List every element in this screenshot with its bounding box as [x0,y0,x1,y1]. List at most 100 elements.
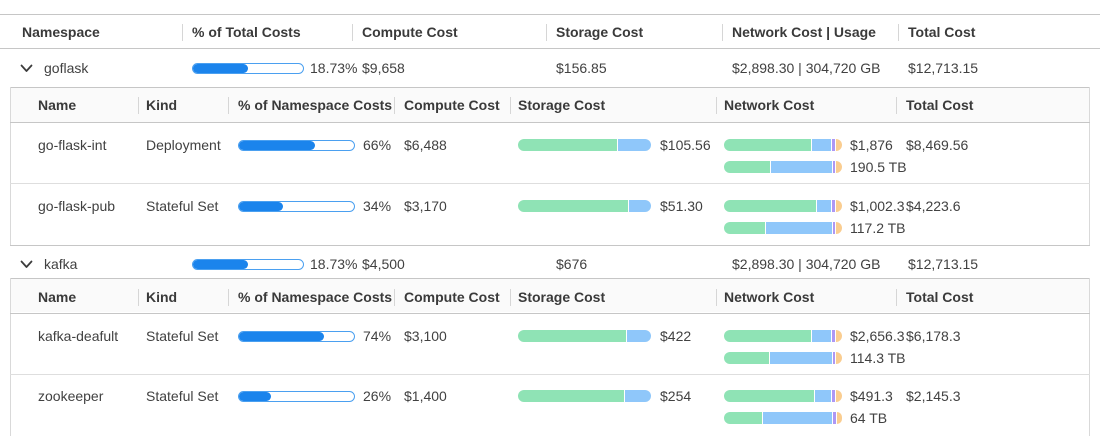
storage-cost-value: $105.56 [660,137,711,153]
namespace-costs-progressbar [238,201,355,212]
nested-table-right-border [1089,87,1090,245]
namespace-costs-progressbar [238,331,355,342]
bar-segment-green [518,390,624,402]
nested-column-header-pct-namespace-costs: % of Namespace Costs [238,289,393,305]
row-divider [10,183,1090,184]
workload-kind: Stateful Set [146,388,219,404]
header-divider [182,24,183,41]
bar-segment-purple [832,222,836,234]
bar-segment-purple [831,139,836,151]
header-divider [716,97,717,114]
header-divider [138,97,139,114]
header-divider [898,24,899,41]
nested-table-top-border [10,87,1090,88]
bar-segment-green [724,352,769,364]
nested-column-header-compute-cost: Compute Cost [404,289,500,305]
pct-namespace-costs-value: 74% [363,328,392,344]
bar-segment-purple [831,200,836,212]
workload-kind: Stateful Set [146,198,219,214]
chevron-down-icon[interactable] [20,64,33,73]
header-divider [394,97,395,114]
network-usage-bar [724,412,842,424]
namespace-name[interactable]: goflask [44,60,89,76]
progress-fill [193,64,248,73]
workload-name: go-flask-pub [38,198,116,214]
header-bottom-border [0,48,1100,49]
network-cost-bar [724,390,842,402]
compute-cost-value: $1,400 [404,388,447,404]
storage-cost-value: $422 [660,328,692,344]
total-cost-value: $2,145.3 [906,388,961,404]
total-cost-value: $12,713.15 [908,60,979,76]
namespace-costs-progressbar [238,140,355,151]
header-divider [546,24,547,41]
total-costs-progressbar [192,63,304,74]
nested-column-header-network-cost: Network Cost [724,289,815,305]
bar-segment-blue [812,330,831,342]
network-cost-value: $1,876 [850,137,893,153]
nested-column-header-network-cost: Network Cost [724,97,815,113]
bar-segment-green [518,139,617,151]
bar-segment-green [724,330,812,342]
nested-table-left-border [10,87,11,245]
network-usage-value: 114.3 TB [850,350,906,366]
column-header-compute-cost: Compute Cost [362,24,458,40]
total-cost-value: $4,223.6 [906,198,961,214]
bar-segment-purple [832,161,836,173]
bar-segment-green [518,200,628,212]
nested-column-header-storage-cost: Storage Cost [518,97,606,113]
bar-segment-orange [836,161,842,173]
table-top-border [0,14,1100,15]
bar-segment-blue [817,200,831,212]
pct-namespace-costs-value: 34% [363,198,392,214]
network-cost-bar [724,330,843,342]
namespace-name[interactable]: kafka [44,256,78,272]
progress-fill [193,260,248,269]
column-header-namespace: Namespace [22,24,100,40]
bar-segment-purple [831,330,836,342]
nested-column-header-kind: Kind [146,97,178,113]
workload-kind: Stateful Set [146,328,219,344]
nested-header-bg [11,279,1089,312]
nested-header-bottom-border [10,122,1090,123]
nested-column-header-kind: Kind [146,289,178,305]
total-cost-value: $6,178.3 [906,328,961,344]
header-divider [896,289,897,306]
network-cost-value: $1,002.3 [850,198,905,214]
header-divider [228,97,229,114]
bar-segment-blue [762,412,832,424]
bar-segment-blue [624,390,651,402]
bar-segment-orange [837,412,842,424]
network-usage-bar [724,161,842,173]
network-cost-bar [724,139,843,151]
nested-table-top-border [10,278,1090,279]
bar-segment-orange [836,352,842,364]
nested-column-header-pct-namespace-costs: % of Namespace Costs [238,97,393,113]
pct-namespace-costs-value: 66% [363,137,392,153]
bar-segment-orange [836,222,843,234]
bar-segment-blue [618,139,651,151]
nested-table-bottom-border [10,245,1090,246]
workload-name: go-flask-int [38,137,107,153]
header-divider [352,24,353,41]
pct-total-costs-value: 18.73% [310,60,358,76]
bar-segment-purple [831,390,836,402]
bar-segment-green [724,390,814,402]
network-cost-bar [724,200,842,212]
network-usage-value: 190.5 TB [850,159,907,175]
bar-segment-blue [814,390,831,402]
header-divider [722,24,723,41]
workload-name: zookeeper [38,388,104,404]
bar-segment-blue [771,161,832,173]
bar-segment-blue [628,200,651,212]
nested-table-right-border [1089,278,1090,436]
bar-segment-green [724,412,762,424]
storage-cost-value: $51.30 [660,198,703,214]
nested-column-header-total-cost: Total Cost [906,289,974,305]
bar-segment-green [724,222,766,234]
chevron-down-icon[interactable] [20,260,33,269]
bar-segment-blue [627,330,651,342]
header-divider [394,289,395,306]
bar-segment-blue [766,222,832,234]
nested-header-bottom-border [10,313,1090,314]
